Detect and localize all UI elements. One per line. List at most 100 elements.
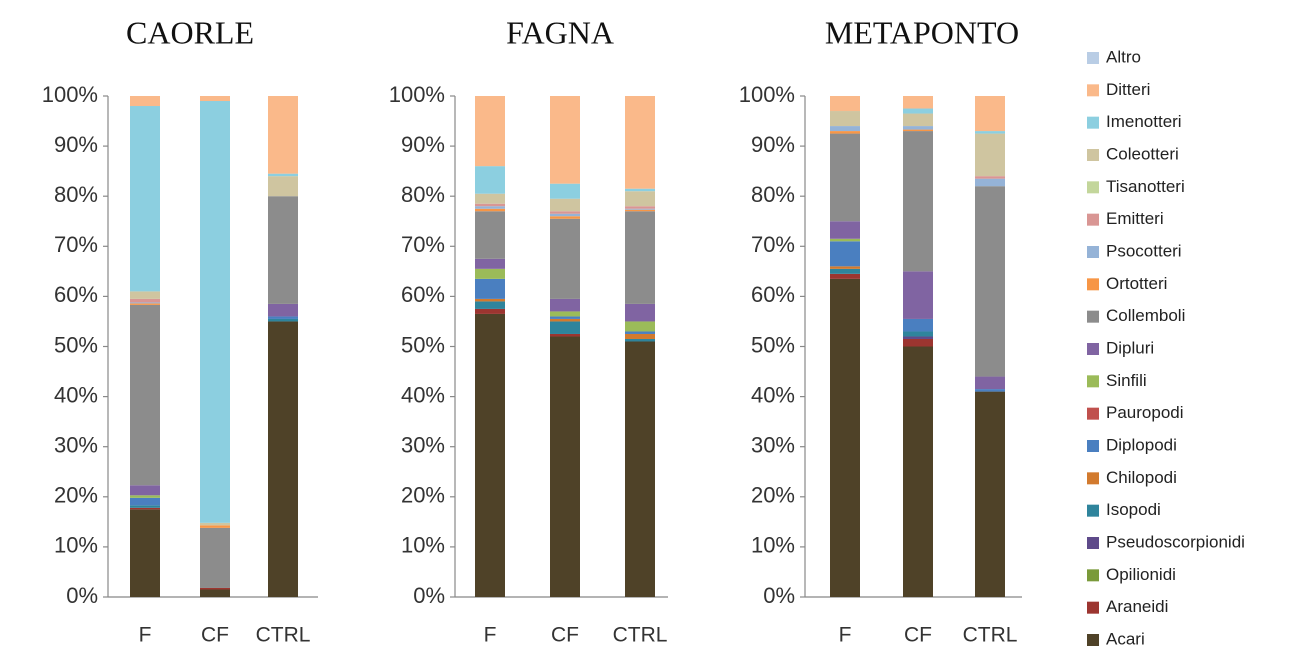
bar-segment — [268, 176, 298, 197]
y-tick-label: 50% — [401, 332, 445, 357]
bar-segment — [903, 126, 933, 130]
y-tick-label: 40% — [54, 382, 98, 407]
bar-segment — [268, 96, 298, 174]
legend-label: Pauropodi — [1106, 403, 1184, 422]
x-tick-label: CF — [904, 624, 932, 647]
bar-segment — [625, 209, 655, 212]
bar-segment — [200, 589, 230, 597]
bar-segment — [903, 346, 933, 597]
x-tick-label: F — [139, 624, 152, 647]
x-tick-label: CF — [201, 624, 229, 647]
bar-segment — [475, 308, 505, 314]
bar-segment — [550, 316, 580, 319]
legend-label: Coleotteri — [1106, 144, 1179, 163]
bar-segment — [625, 188, 655, 192]
legend-label: Pseudoscorpionidi — [1106, 532, 1245, 551]
bar-segment — [475, 208, 505, 212]
bar-segment — [550, 218, 580, 299]
bar-segment — [903, 129, 933, 132]
legend-label: Chilopodi — [1106, 468, 1177, 487]
bar-segment — [200, 101, 230, 523]
bar-segment — [975, 178, 1005, 187]
y-tick-label: 50% — [54, 332, 98, 357]
y-tick-label: 30% — [54, 433, 98, 458]
bar-segment — [130, 304, 160, 486]
bar-segment — [550, 96, 580, 184]
legend-swatch — [1087, 375, 1099, 388]
bar-segment — [475, 278, 505, 299]
y-tick-label: 30% — [751, 433, 795, 458]
legend-swatch — [1087, 246, 1099, 258]
bar-segment — [268, 316, 298, 319]
legend-swatch — [1087, 343, 1099, 355]
bar-segment — [830, 131, 860, 134]
bar-segment — [625, 208, 655, 210]
bar-segment — [200, 96, 230, 102]
y-tick-label: 10% — [54, 533, 98, 558]
legend-label: Ditteri — [1106, 80, 1150, 99]
y-tick-label: 0% — [66, 583, 98, 608]
bar-segment — [550, 298, 580, 312]
legend-swatch — [1087, 116, 1099, 129]
y-tick-label: 10% — [751, 533, 795, 558]
chart-title: FAGNA — [506, 14, 614, 50]
legend-label: Imenotteri — [1106, 112, 1182, 131]
legend-swatch — [1087, 601, 1099, 614]
bar-segment — [975, 133, 1005, 177]
legend-label: Acari — [1106, 629, 1145, 648]
bar-segment — [550, 213, 580, 217]
bar-segment — [475, 211, 505, 259]
bar-segment — [830, 278, 860, 597]
x-tick-label: CTRL — [256, 624, 311, 647]
legend-label: Araneidi — [1106, 597, 1168, 616]
bar-segment — [903, 108, 933, 114]
y-tick-label: 20% — [54, 483, 98, 508]
legend-label: Tisanotteri — [1106, 177, 1185, 196]
bar-segment — [625, 341, 655, 597]
legend-swatch — [1087, 84, 1099, 97]
legend-label: Dipluri — [1106, 338, 1154, 357]
bar-segment — [903, 338, 933, 347]
bar-segment — [550, 216, 580, 219]
bar-segment — [130, 497, 160, 506]
bar-segment — [625, 96, 655, 189]
bar-segment — [200, 525, 230, 528]
bar-segment — [475, 301, 505, 309]
legend-label: Isopodi — [1106, 500, 1161, 519]
legend-label: Psocotteri — [1106, 241, 1182, 260]
bar-segment — [130, 303, 160, 305]
y-tick-label: 80% — [401, 182, 445, 207]
bar-segment — [625, 331, 655, 334]
bar-segment — [268, 321, 298, 597]
legend-swatch — [1087, 181, 1099, 194]
bar-segment — [268, 303, 298, 317]
chart-title: METAPONTO — [825, 14, 1019, 50]
bar-segment — [830, 126, 860, 132]
bar-segment — [625, 211, 655, 304]
bar-segment — [903, 271, 933, 319]
bar-segment — [830, 133, 860, 222]
bar-segment — [130, 291, 160, 299]
bar-segment — [625, 321, 655, 332]
legend-swatch — [1087, 52, 1099, 64]
x-tick-label: F — [484, 624, 497, 647]
bar-segment — [475, 258, 505, 269]
bar-segment — [268, 318, 298, 322]
legend-label: Emitteri — [1106, 209, 1164, 228]
bar-segment — [550, 321, 580, 334]
bar-segment — [130, 505, 160, 508]
bar-segment — [200, 522, 230, 526]
bar-segment — [130, 298, 160, 303]
y-tick-label: 100% — [739, 82, 795, 107]
bar-segment — [975, 391, 1005, 597]
x-tick-label: CTRL — [963, 624, 1018, 647]
bar-segment — [625, 338, 655, 342]
y-tick-label: 10% — [401, 533, 445, 558]
legend-label: Collemboli — [1106, 306, 1185, 325]
bar-segment — [550, 333, 580, 337]
bar-segment — [625, 206, 655, 209]
x-tick-label: F — [839, 624, 852, 647]
y-tick-label: 0% — [413, 583, 445, 608]
legend-swatch — [1087, 213, 1099, 226]
